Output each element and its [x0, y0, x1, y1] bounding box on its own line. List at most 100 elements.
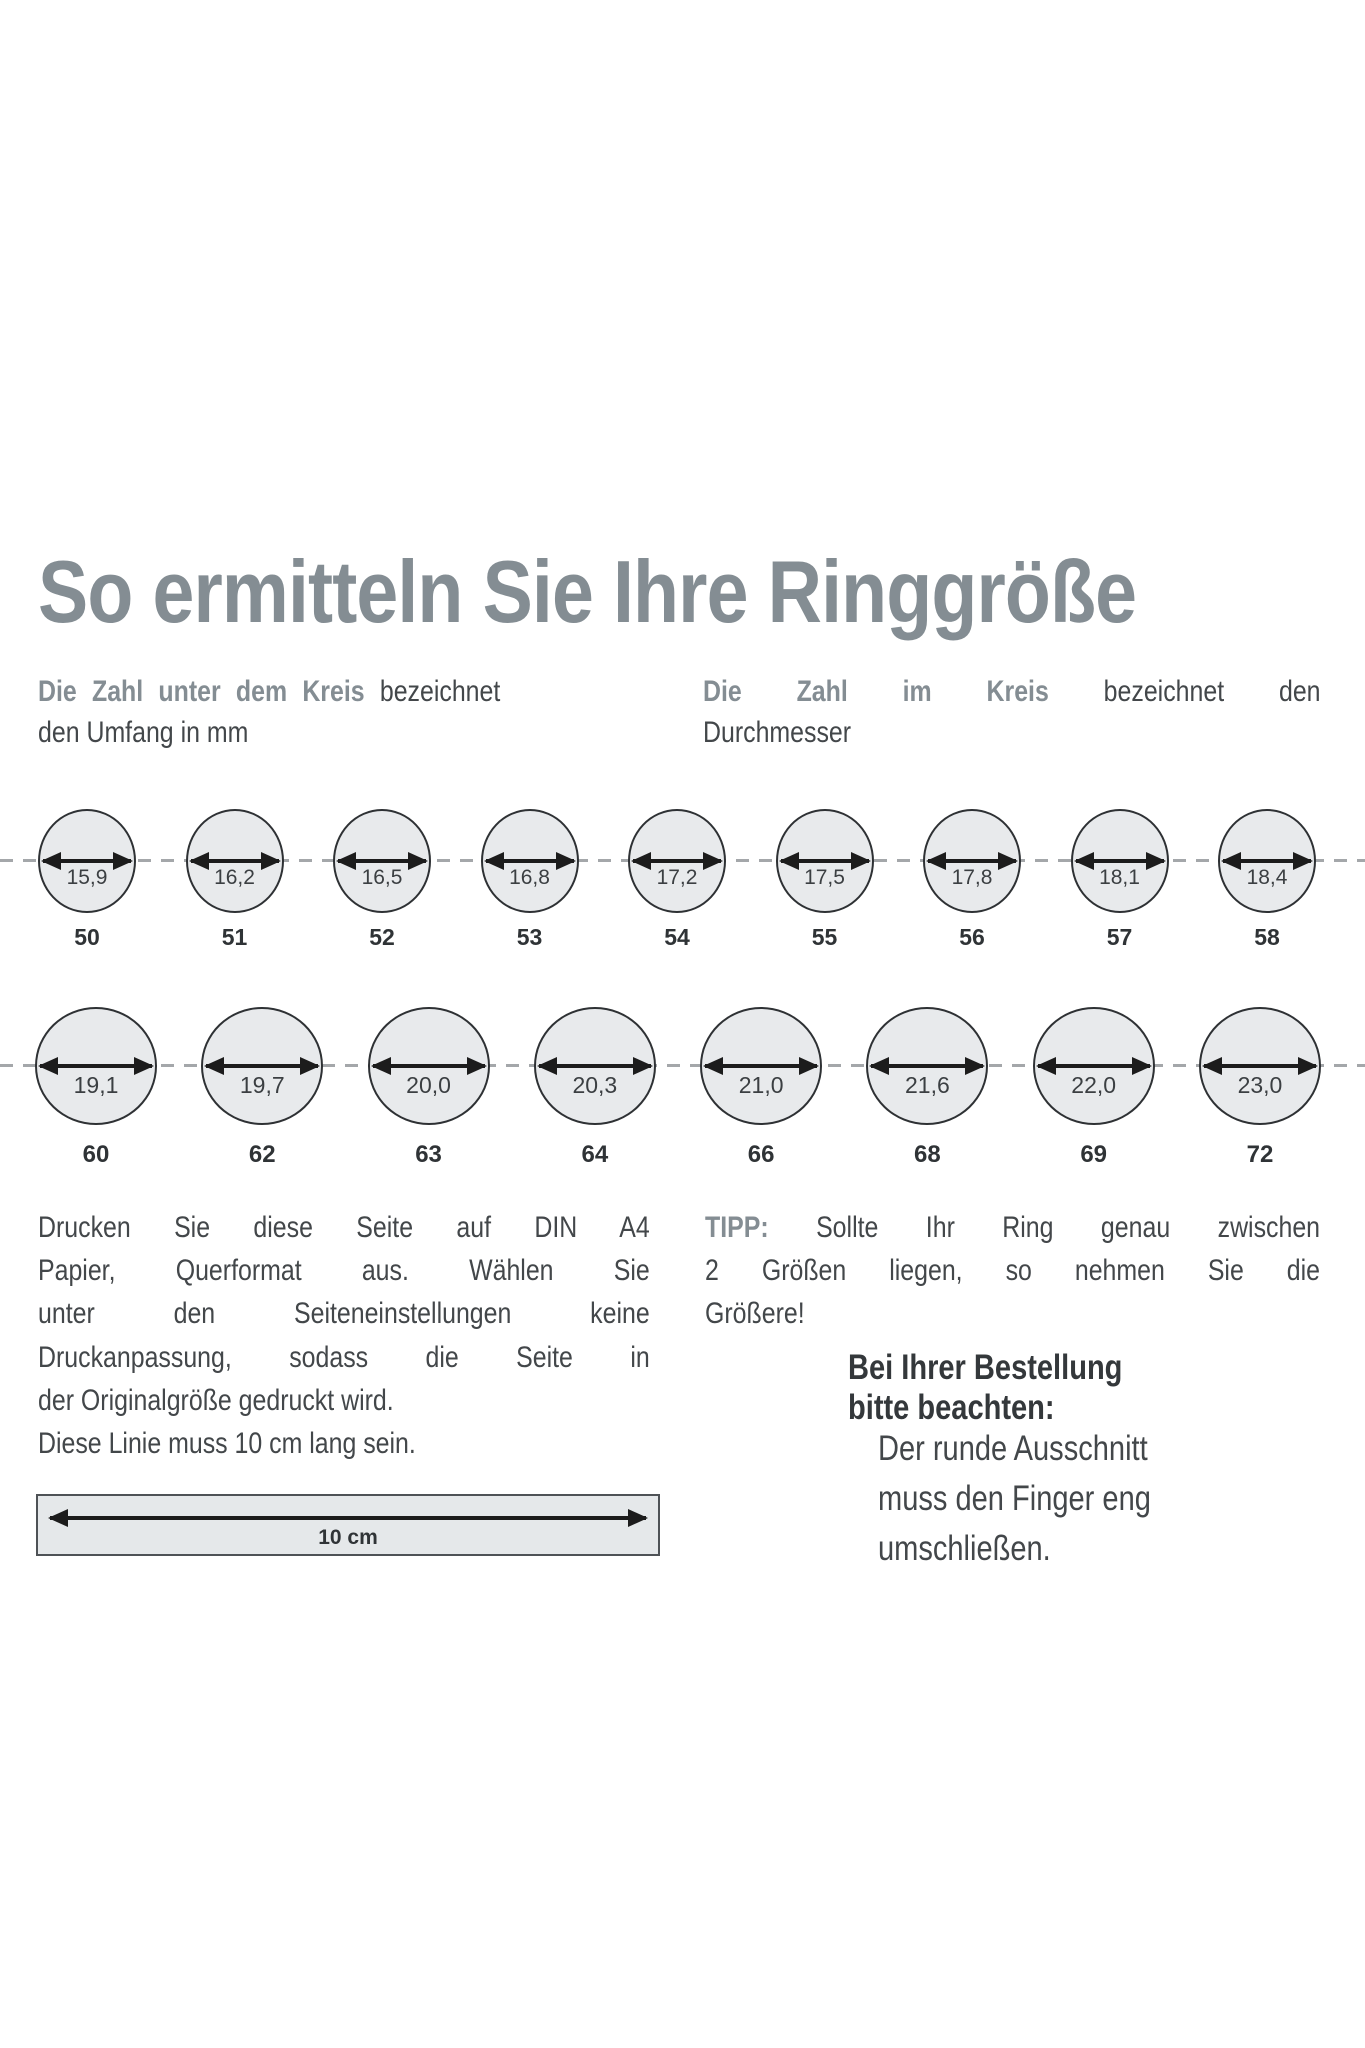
- print-instructions-line: Papier, Querformat aus. Wählen Sie: [38, 1254, 650, 1288]
- ring-circle: 17,8: [923, 809, 1021, 913]
- order-note-heading-line2: bitte beachten:: [848, 1388, 1055, 1427]
- ring-circle: 19,7: [201, 1007, 324, 1125]
- subtitle-left: Die Zahl unter dem Kreis bezeichnet den …: [38, 671, 500, 753]
- print-instructions-line: Drucken Sie diese Seite auf DIN A4: [38, 1211, 650, 1244]
- ring-circle: 17,5: [775, 809, 874, 913]
- page-title: So ermitteln Sie Ihre Ringgröße: [38, 542, 1137, 641]
- ring-diameter-value: 17,8: [951, 866, 993, 889]
- ring-diameter-value: 17,5: [804, 866, 845, 889]
- tip-line2: 2 Größen liegen, so nehmen Sie die: [705, 1254, 1321, 1288]
- ring-size-label: 66: [747, 1141, 775, 1168]
- subtitle-right-line2: Durchmesser: [703, 716, 852, 749]
- ring-item: 19,7 62: [201, 1007, 324, 1168]
- ring-size-label: 62: [248, 1141, 276, 1168]
- ring-size-label: 55: [811, 924, 838, 950]
- subtitle-left-line2: den Umfang in mm: [38, 716, 249, 749]
- subtitle-left-rest: bezeichnet: [379, 675, 501, 708]
- tip-note: TIPP: Sollte Ihr Ring genau zwischen 2 G…: [705, 1206, 1320, 1336]
- dashed-guide-line-row2: [0, 1064, 1365, 1067]
- diameter-arrow-icon: [485, 859, 574, 863]
- ring-size-label: 57: [1106, 924, 1133, 950]
- ring-size-label: 58: [1254, 924, 1280, 950]
- ring-item: 20,0 63: [367, 1007, 490, 1168]
- ring-row-small-sizes: 15,9 50 16,2 51 16,5 52 16,8: [38, 809, 1316, 949]
- ring-circle: 19,1: [35, 1007, 157, 1125]
- ring-diameter-value: 21,0: [738, 1071, 784, 1098]
- diameter-arrow-icon: [1037, 1064, 1150, 1068]
- ring-diameter-value: 15,9: [66, 866, 108, 889]
- ruler-10cm: 10 cm: [36, 1494, 660, 1556]
- ring-circle: 20,0: [367, 1007, 490, 1125]
- order-note-heading: Bei Ihrer Bestellung bitte beachten:: [848, 1348, 1122, 1428]
- ring-diameter-value: 18,4: [1246, 866, 1288, 889]
- ring-circle: 23,0: [1198, 1007, 1321, 1125]
- order-note-body-line2: muss den Finger eng: [878, 1479, 1151, 1518]
- ring-item: 21,0 66: [700, 1007, 823, 1168]
- ring-circle: 21,0: [700, 1007, 823, 1125]
- ring-size-label: 63: [415, 1141, 442, 1168]
- ring-item: 21,6 68: [866, 1007, 989, 1168]
- order-note-body: Der runde Ausschnitt muss den Finger eng…: [878, 1424, 1151, 1574]
- ring-circle: 20,3: [533, 1007, 656, 1125]
- ring-item: 17,2 54: [628, 809, 726, 949]
- diameter-arrow-icon: [1223, 859, 1311, 863]
- print-instructions-line: unter den Seiteneinstellungen keine: [38, 1297, 650, 1331]
- ring-item: 17,8 56: [923, 809, 1021, 949]
- diameter-arrow-icon: [40, 1064, 152, 1068]
- diameter-arrow-icon: [43, 859, 131, 863]
- ring-size-label: 64: [581, 1141, 609, 1168]
- order-note-body-line3: umschließen.: [878, 1529, 1051, 1568]
- ring-size-label: 51: [221, 924, 248, 950]
- ring-item: 16,8 53: [480, 809, 579, 950]
- diameter-arrow-icon: [338, 859, 426, 863]
- print-instructions-line: Druckanpassung, sodass die Seite in: [38, 1340, 650, 1374]
- tip-line3: Größere!: [705, 1297, 805, 1331]
- ring-size-label: 50: [74, 924, 100, 950]
- ring-size-label: 54: [664, 924, 690, 950]
- ring-item: 20,3 64: [533, 1007, 656, 1168]
- ring-diameter-value: 16,8: [509, 866, 550, 889]
- ring-size-label: 56: [959, 924, 985, 950]
- ring-diameter-value: 17,2: [656, 866, 698, 889]
- ring-diameter-value: 18,1: [1099, 866, 1140, 889]
- print-instructions-line: Diese Linie muss 10 cm lang sein.: [38, 1427, 416, 1461]
- ring-item: 22,0 69: [1032, 1007, 1155, 1168]
- diameter-arrow-icon: [928, 859, 1016, 863]
- tip-label: TIPP:: [705, 1211, 769, 1244]
- ring-diameter-value: 19,7: [239, 1071, 285, 1098]
- ring-circle: 22,0: [1032, 1007, 1155, 1125]
- diameter-arrow-icon: [633, 859, 721, 863]
- ring-diameter-value: 22,0: [1071, 1071, 1117, 1098]
- subtitle-right-rest: bezeichnet den: [1103, 675, 1321, 708]
- ring-diameter-value: 21,6: [905, 1071, 950, 1098]
- ring-size-label: 69: [1080, 1141, 1108, 1168]
- ring-size-label: 68: [914, 1141, 941, 1168]
- diameter-arrow-icon: [538, 1064, 651, 1068]
- ring-diameter-value: 16,2: [214, 866, 255, 889]
- subtitle-left-line1: Die Zahl unter dem Kreis bezeichnet: [38, 671, 500, 712]
- ring-circle: 15,9: [38, 809, 136, 913]
- ring-item: 23,0 72: [1198, 1007, 1321, 1167]
- diameter-arrow-icon: [206, 1064, 319, 1068]
- ring-size-label: 60: [82, 1141, 110, 1168]
- subtitle-left-bold: Die Zahl unter dem Kreis: [38, 675, 365, 708]
- ring-circle: 18,1: [1070, 809, 1169, 913]
- diameter-arrow-icon: [780, 859, 869, 863]
- diameter-arrow-icon: [1075, 859, 1164, 863]
- subtitle-right: Die Zahl im Kreis bezeichnet den Durchme…: [703, 671, 1321, 753]
- ring-item: 16,5 52: [333, 809, 431, 949]
- ring-circle: 17,2: [628, 809, 726, 913]
- ring-size-label: 53: [516, 924, 543, 950]
- ruler-arrow-icon: [50, 1516, 646, 1520]
- ring-circle: 16,8: [480, 809, 579, 913]
- diameter-arrow-icon: [705, 1064, 818, 1068]
- ring-item: 18,1 57: [1070, 809, 1169, 950]
- ring-diameter-value: 19,1: [73, 1071, 119, 1098]
- print-instructions-line: der Originalgröße gedruckt wird.: [38, 1383, 394, 1417]
- ring-circle: 21,6: [866, 1007, 989, 1125]
- order-note-body-line1: Der runde Ausschnitt: [878, 1429, 1148, 1468]
- diameter-arrow-icon: [190, 859, 279, 863]
- ring-item: 15,9 50: [38, 809, 136, 949]
- subtitle-right-bold: Die Zahl im Kreis: [703, 675, 1049, 708]
